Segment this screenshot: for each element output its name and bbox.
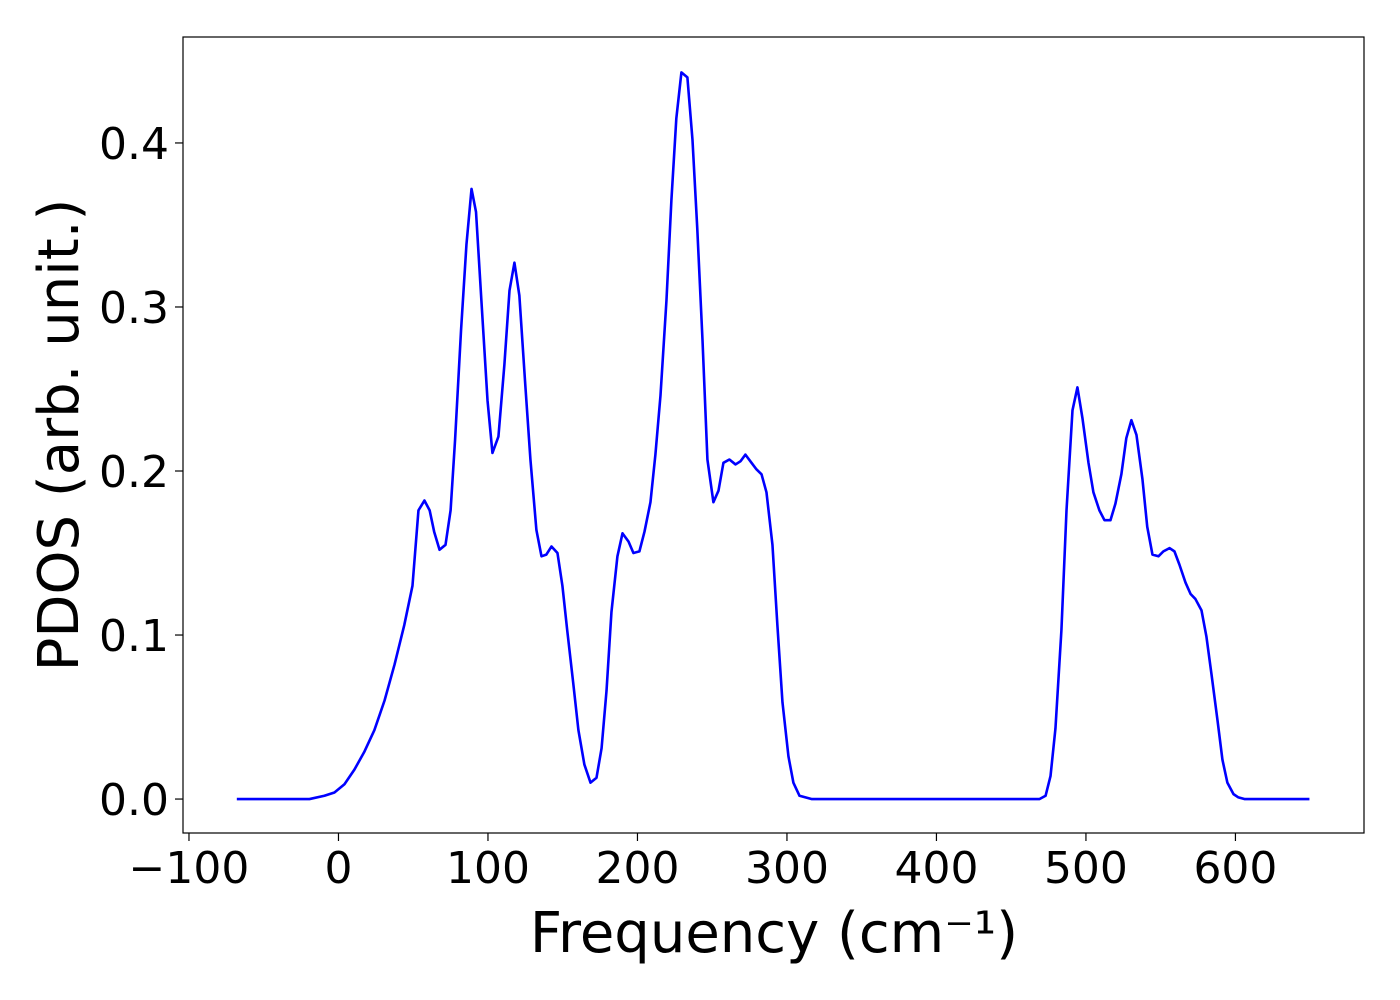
x-tick-label: 100 [446,843,530,894]
y-axis-label: PDOS (arb. unit.) [27,199,92,672]
y-tick-label: 0.0 [99,775,169,826]
x-tick-label: 400 [894,843,978,894]
y-tick-label: 0.2 [99,447,169,498]
x-tick-label: 300 [745,843,829,894]
y-tick-label: 0.4 [99,119,169,170]
line-series [236,71,1310,801]
x-tick-label: 600 [1193,843,1277,894]
x-tick-label: 500 [1044,843,1128,894]
x-tick-label: 0 [324,843,352,894]
x-tick-label: 200 [595,843,679,894]
x-tick-label: −100 [129,843,250,894]
y-tick-label: 0.1 [99,611,169,662]
plot-frame [182,36,1365,834]
y-tick-label: 0.3 [99,283,169,334]
x-axis-label: Frequency (cm⁻¹) [530,901,1018,966]
